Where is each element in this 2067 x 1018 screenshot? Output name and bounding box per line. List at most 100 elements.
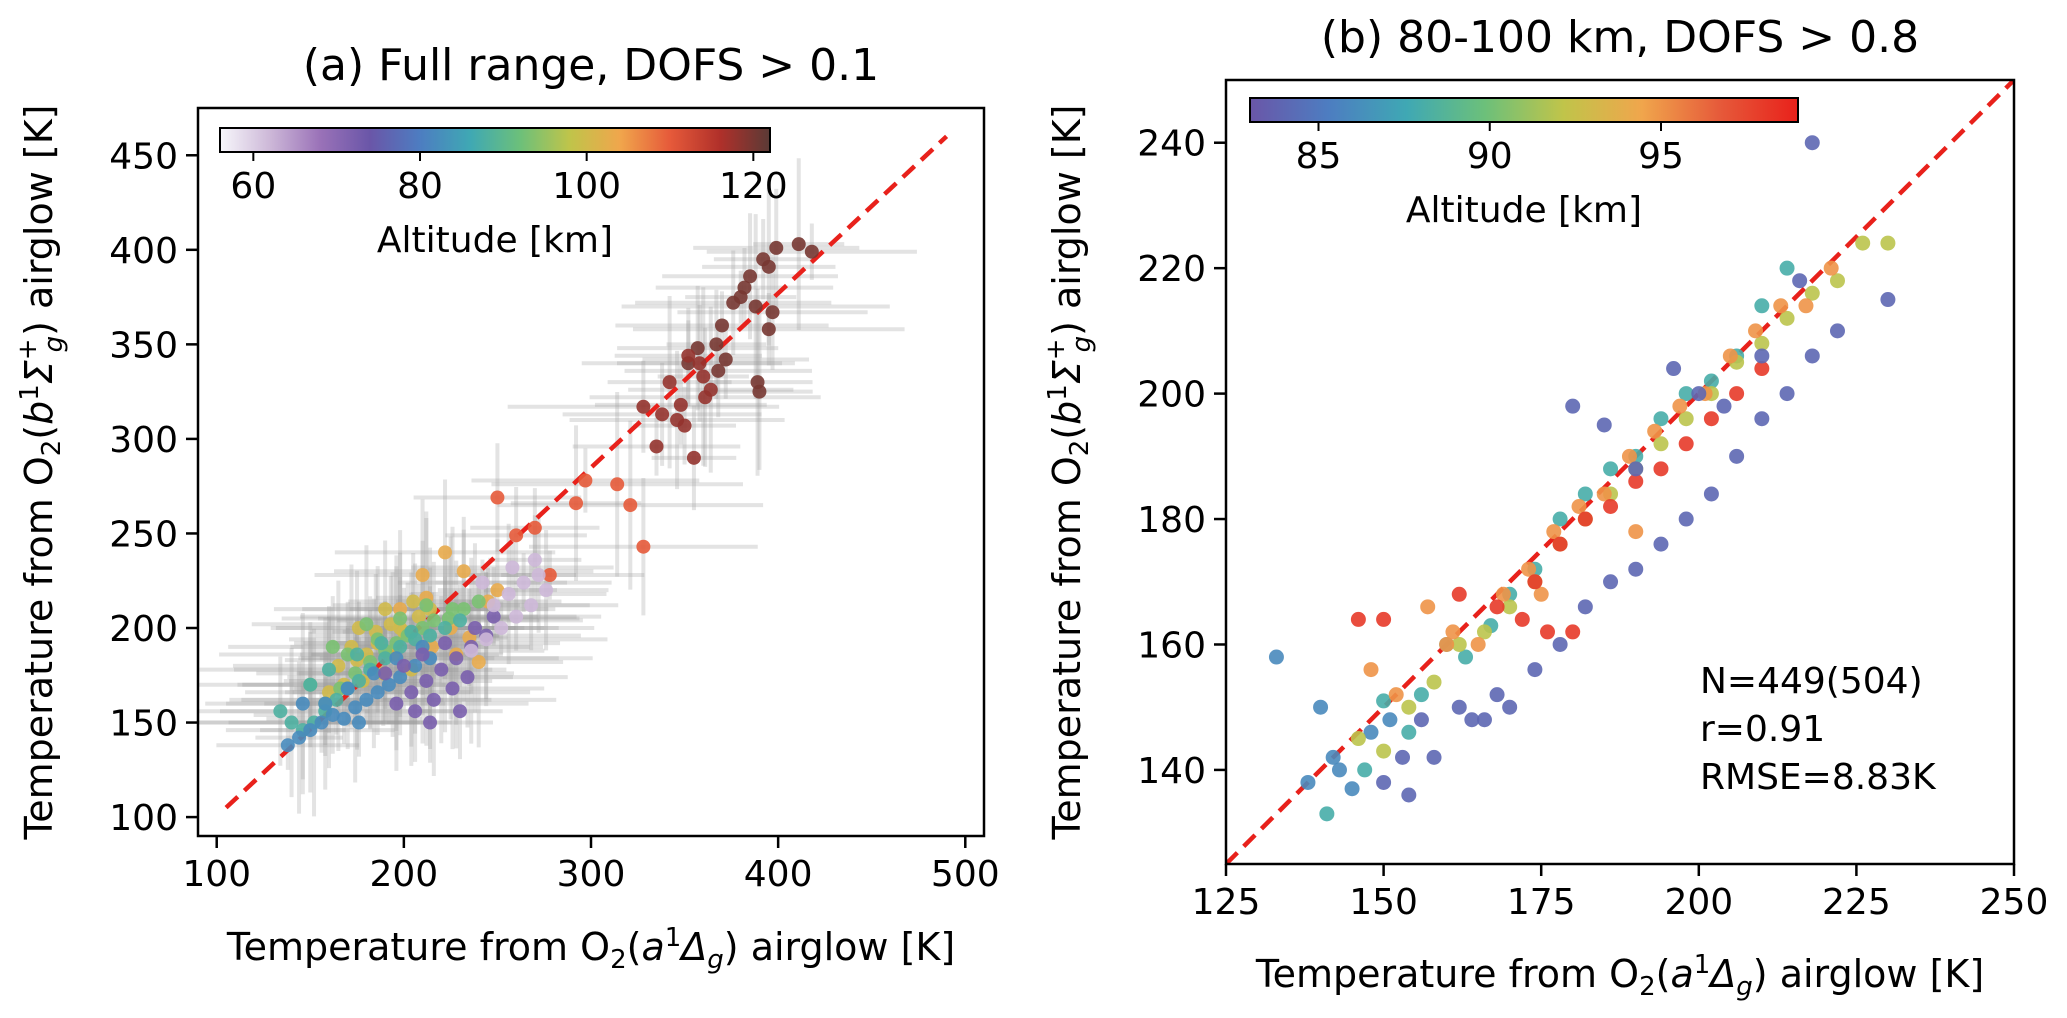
- axis-label-part: ) airglow [K]: [17, 105, 61, 336]
- data-point: [408, 704, 423, 719]
- data-point: [703, 382, 718, 397]
- data-point: [426, 613, 441, 628]
- data-point: [471, 594, 486, 609]
- data-point: [1344, 781, 1360, 797]
- axis-label-part: b: [1045, 401, 1089, 425]
- panel-b-x-ticks: 125 150 175 200 225 250: [1192, 864, 2049, 923]
- data-point: [761, 259, 776, 274]
- axis-label-part: 1: [15, 384, 45, 401]
- data-point: [404, 624, 419, 639]
- data-point: [292, 730, 307, 745]
- data-point: [1319, 806, 1335, 822]
- axis-label-part: Δ: [678, 925, 707, 969]
- data-point: [501, 586, 516, 601]
- data-point: [1401, 787, 1417, 803]
- data-point: [1691, 386, 1707, 402]
- data-point: [419, 673, 434, 688]
- data-point: [539, 583, 554, 598]
- colorbar-tick-label: 80: [397, 166, 443, 207]
- axis-label-part: 2: [1065, 440, 1095, 457]
- data-point: [336, 711, 351, 726]
- data-point: [655, 407, 670, 422]
- data-point: [1653, 536, 1669, 552]
- y-tick-label: 100: [109, 798, 178, 839]
- x-tick-label: 200: [369, 854, 438, 895]
- y-tick-label: 250: [109, 514, 178, 555]
- y-tick-label: 200: [1137, 375, 1206, 416]
- y-tick-label: 300: [109, 420, 178, 461]
- axis-label-part: g: [39, 336, 69, 353]
- panel-a-colorbar: 60 80 100 120 Altitude [km]: [219, 127, 788, 261]
- data-point: [1451, 699, 1467, 715]
- data-point: [686, 450, 701, 465]
- data-point: [1426, 674, 1442, 690]
- data-point: [490, 583, 505, 598]
- data-point: [769, 240, 784, 255]
- data-point: [378, 602, 393, 617]
- data-point: [527, 552, 542, 567]
- y-tick-label: 160: [1137, 625, 1206, 666]
- panel-b-80-100-km: (b) 80-100 km, DOFS > 0.8 125 150 175 200 22…: [1041, 12, 2048, 1002]
- data-point: [1823, 260, 1839, 276]
- data-point: [1540, 624, 1556, 640]
- data-point: [408, 658, 423, 673]
- data-point: [1829, 323, 1845, 339]
- data-point: [359, 692, 374, 707]
- data-point: [366, 666, 381, 681]
- data-point: [449, 651, 464, 666]
- data-point: [1514, 611, 1530, 627]
- data-point: [1413, 712, 1429, 728]
- data-point: [1729, 448, 1745, 464]
- data-point: [1458, 649, 1474, 665]
- panel-a-plot-area: [198, 134, 949, 817]
- data-point: [1401, 699, 1417, 715]
- data-point: [636, 539, 651, 554]
- data-point: [329, 692, 344, 707]
- one-to-one-reference-line: [224, 134, 949, 810]
- panel-b-plot-area: [1226, 80, 2014, 864]
- axis-label-part: Temperature from O: [226, 925, 610, 969]
- x-tick-label: 250: [1980, 882, 2049, 923]
- data-point: [696, 369, 711, 384]
- data-point: [1464, 712, 1480, 728]
- data-point: [1666, 361, 1682, 377]
- data-point: [1603, 498, 1619, 514]
- colorbar-tick-label: 100: [552, 166, 621, 207]
- axis-label-part: 2: [37, 440, 67, 457]
- data-point: [1880, 235, 1896, 251]
- data-points: [273, 237, 819, 753]
- data-point: [438, 636, 453, 651]
- data-point: [1552, 511, 1568, 527]
- data-point: [623, 498, 638, 513]
- panel-b-x-axis-label: Temperature from O2(a1Δg) airglow [K]: [1255, 950, 1984, 1002]
- data-point: [1754, 335, 1770, 351]
- data-point: [490, 490, 505, 505]
- data-point: [1470, 636, 1486, 652]
- data-point: [748, 299, 763, 314]
- axis-label-part: (: [1045, 425, 1089, 440]
- data-point: [1603, 574, 1619, 590]
- data-point: [1350, 611, 1366, 627]
- data-point: [1628, 473, 1644, 489]
- colorbar-tick-label: 60: [230, 166, 276, 207]
- data-point: [527, 520, 542, 535]
- y-tick-label: 150: [109, 704, 178, 745]
- x-tick-label: 175: [1507, 882, 1576, 923]
- data-point: [610, 477, 625, 492]
- data-point: [1445, 624, 1461, 640]
- data-point: [690, 341, 705, 356]
- data-point: [322, 662, 336, 677]
- data-point: [303, 677, 318, 692]
- data-point: [1313, 699, 1329, 715]
- data-point: [1855, 235, 1871, 251]
- data-point: [1495, 586, 1511, 602]
- data-point: [1382, 712, 1398, 728]
- colorbar-tick-label: 120: [719, 166, 788, 207]
- axis-label-part: ) airglow [K]: [1045, 105, 1089, 336]
- data-point: [374, 636, 389, 651]
- data-point: [1376, 774, 1392, 790]
- data-point: [1678, 411, 1694, 427]
- data-point: [1804, 285, 1820, 301]
- axis-label-part: ) airglow [K]: [724, 925, 955, 969]
- data-point: [280, 738, 295, 753]
